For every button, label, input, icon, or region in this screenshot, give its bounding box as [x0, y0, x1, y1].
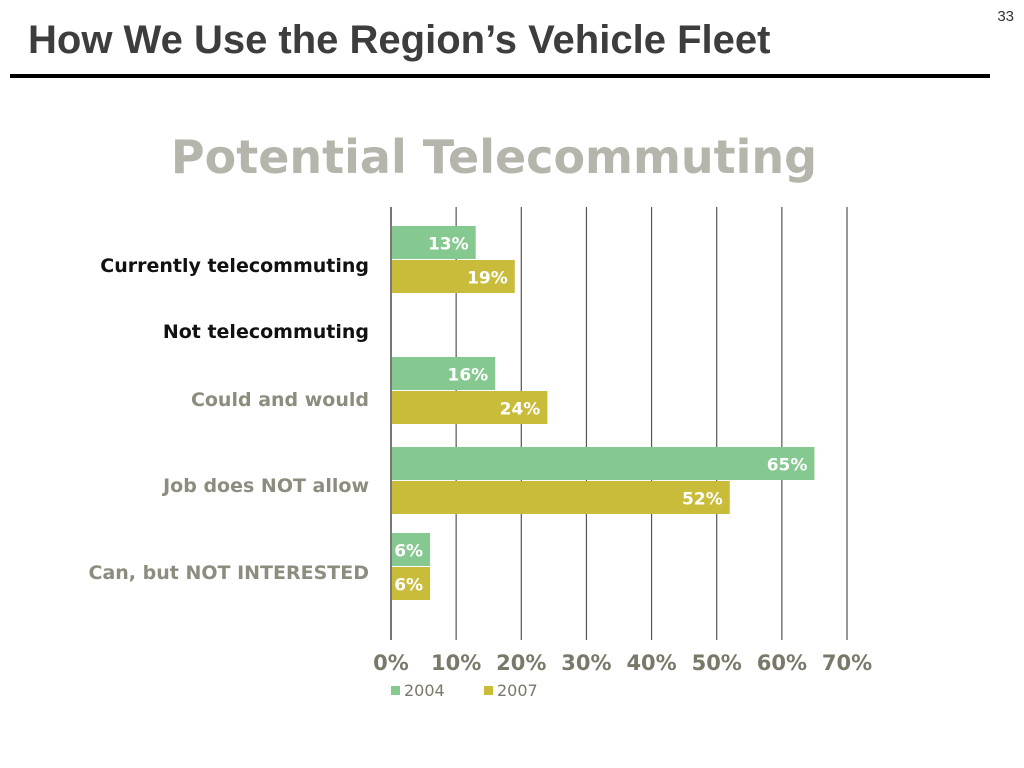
- bar-value-label: 6%: [394, 576, 423, 596]
- bar-value-label: 65%: [767, 456, 808, 476]
- category-label: Could and would: [191, 389, 369, 411]
- legend-swatch: [484, 686, 493, 695]
- bar-2007: [392, 260, 515, 293]
- bar-2004: [392, 357, 496, 390]
- slide-title: How We Use the Region’s Vehicle Fleet: [28, 18, 771, 62]
- category-label: Currently telecommuting: [100, 255, 369, 277]
- category-labels: Currently telecommuting Not telecommuting…: [89, 255, 370, 584]
- bar-value-label: 16%: [448, 366, 489, 386]
- slide-number: 33: [997, 8, 1014, 25]
- x-tick-label: 20%: [496, 651, 546, 675]
- bar-2007: [392, 481, 730, 514]
- x-tick-label: 0%: [373, 651, 409, 675]
- bar-2004: [392, 533, 431, 566]
- x-tick-label: 10%: [431, 651, 481, 675]
- category-label: Job does NOT allow: [161, 475, 369, 497]
- bar-value-label: 6%: [394, 542, 423, 562]
- legend-label: 2004: [404, 681, 445, 700]
- title-rule: [10, 74, 990, 78]
- category-label: Can, but NOT INTERESTED: [89, 562, 370, 584]
- x-tick-labels: 0% 10% 20% 30% 40% 50% 60% 70%: [373, 651, 872, 675]
- bar-2004: [392, 447, 815, 480]
- bar-value-label: 19%: [467, 269, 508, 289]
- bar-value-label: 13%: [428, 235, 469, 255]
- bar-2007: [392, 391, 548, 424]
- x-tick-label: 50%: [692, 651, 742, 675]
- bar-2004: [392, 226, 476, 259]
- x-tick-label: 70%: [822, 651, 872, 675]
- chart-title: Potential Telecommuting: [171, 130, 817, 184]
- legend-swatch: [391, 686, 400, 695]
- bar-2007: [392, 567, 431, 600]
- legend: 2004 2007: [391, 681, 538, 700]
- bar-value-label: 24%: [500, 400, 541, 420]
- x-tick-label: 40%: [626, 651, 676, 675]
- x-tick-label: 60%: [757, 651, 807, 675]
- category-label: Not telecommuting: [163, 321, 369, 343]
- legend-label: 2007: [497, 681, 538, 700]
- bar-value-label: 52%: [682, 490, 723, 510]
- bars: 13% 19% 16% 24% 65% 52% 6% 6%: [392, 226, 815, 600]
- x-tick-label: 30%: [561, 651, 611, 675]
